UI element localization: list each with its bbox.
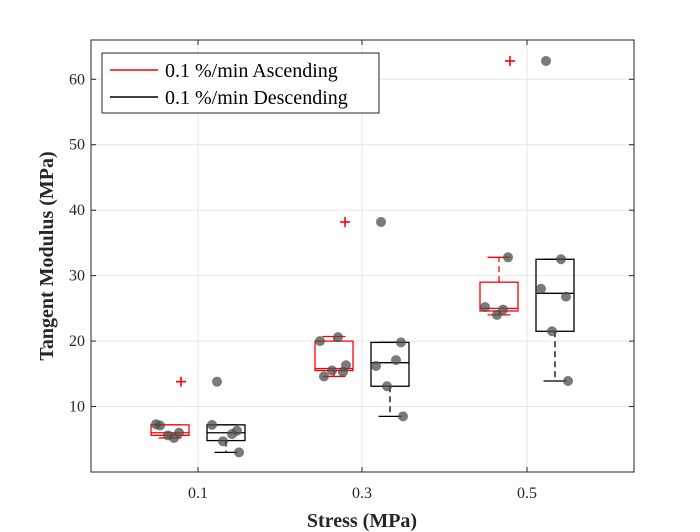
y-tick-label: 10 <box>69 399 85 416</box>
legend-label-ascending: 0.1 %/min Ascending <box>165 60 338 82</box>
data-point <box>556 254 566 265</box>
data-point <box>333 332 343 343</box>
data-point <box>541 55 551 66</box>
data-point <box>480 302 490 313</box>
scatter-points <box>151 55 573 458</box>
data-point <box>163 430 173 441</box>
data-point <box>391 355 401 366</box>
legend: 0.1 %/min Ascending 0.1 %/min Descending <box>101 52 380 114</box>
data-point <box>563 376 573 387</box>
data-point <box>396 337 406 348</box>
data-point <box>315 336 325 347</box>
data-point <box>398 411 408 422</box>
data-point <box>174 427 184 438</box>
data-point <box>371 360 381 371</box>
x-tick-label: 0.5 <box>517 485 537 502</box>
y-tick-label: 50 <box>69 137 85 154</box>
legend-label-descending: 0.1 %/min Descending <box>165 87 348 109</box>
legend-box <box>101 52 380 114</box>
y-tick-label: 40 <box>69 202 85 219</box>
y-tick-label: 60 <box>69 71 85 88</box>
data-point <box>492 309 502 320</box>
y-tick-label: 30 <box>69 268 85 285</box>
data-point <box>536 283 546 294</box>
axis-ticks: 10 20 30 40 50 60 0.1 0.3 0.5 <box>69 40 634 502</box>
y-axis-title: Tangent Modulus (MPa) <box>36 151 58 360</box>
data-point <box>327 365 337 376</box>
x-tick-label: 0.1 <box>188 485 208 502</box>
data-point <box>234 447 244 458</box>
data-point <box>212 376 222 387</box>
data-point <box>218 436 228 447</box>
x-axis-title: Stress (MPa) <box>307 510 417 532</box>
data-point <box>155 420 165 431</box>
data-point <box>503 252 513 263</box>
data-point <box>232 425 242 436</box>
data-point <box>382 381 392 392</box>
data-point <box>561 291 571 302</box>
x-tick-label: 0.3 <box>352 485 372 502</box>
data-point <box>341 360 351 371</box>
data-point <box>207 419 217 430</box>
data-point <box>319 371 329 382</box>
data-point <box>376 216 386 227</box>
y-tick-label: 20 <box>69 333 85 350</box>
data-point <box>547 326 557 337</box>
